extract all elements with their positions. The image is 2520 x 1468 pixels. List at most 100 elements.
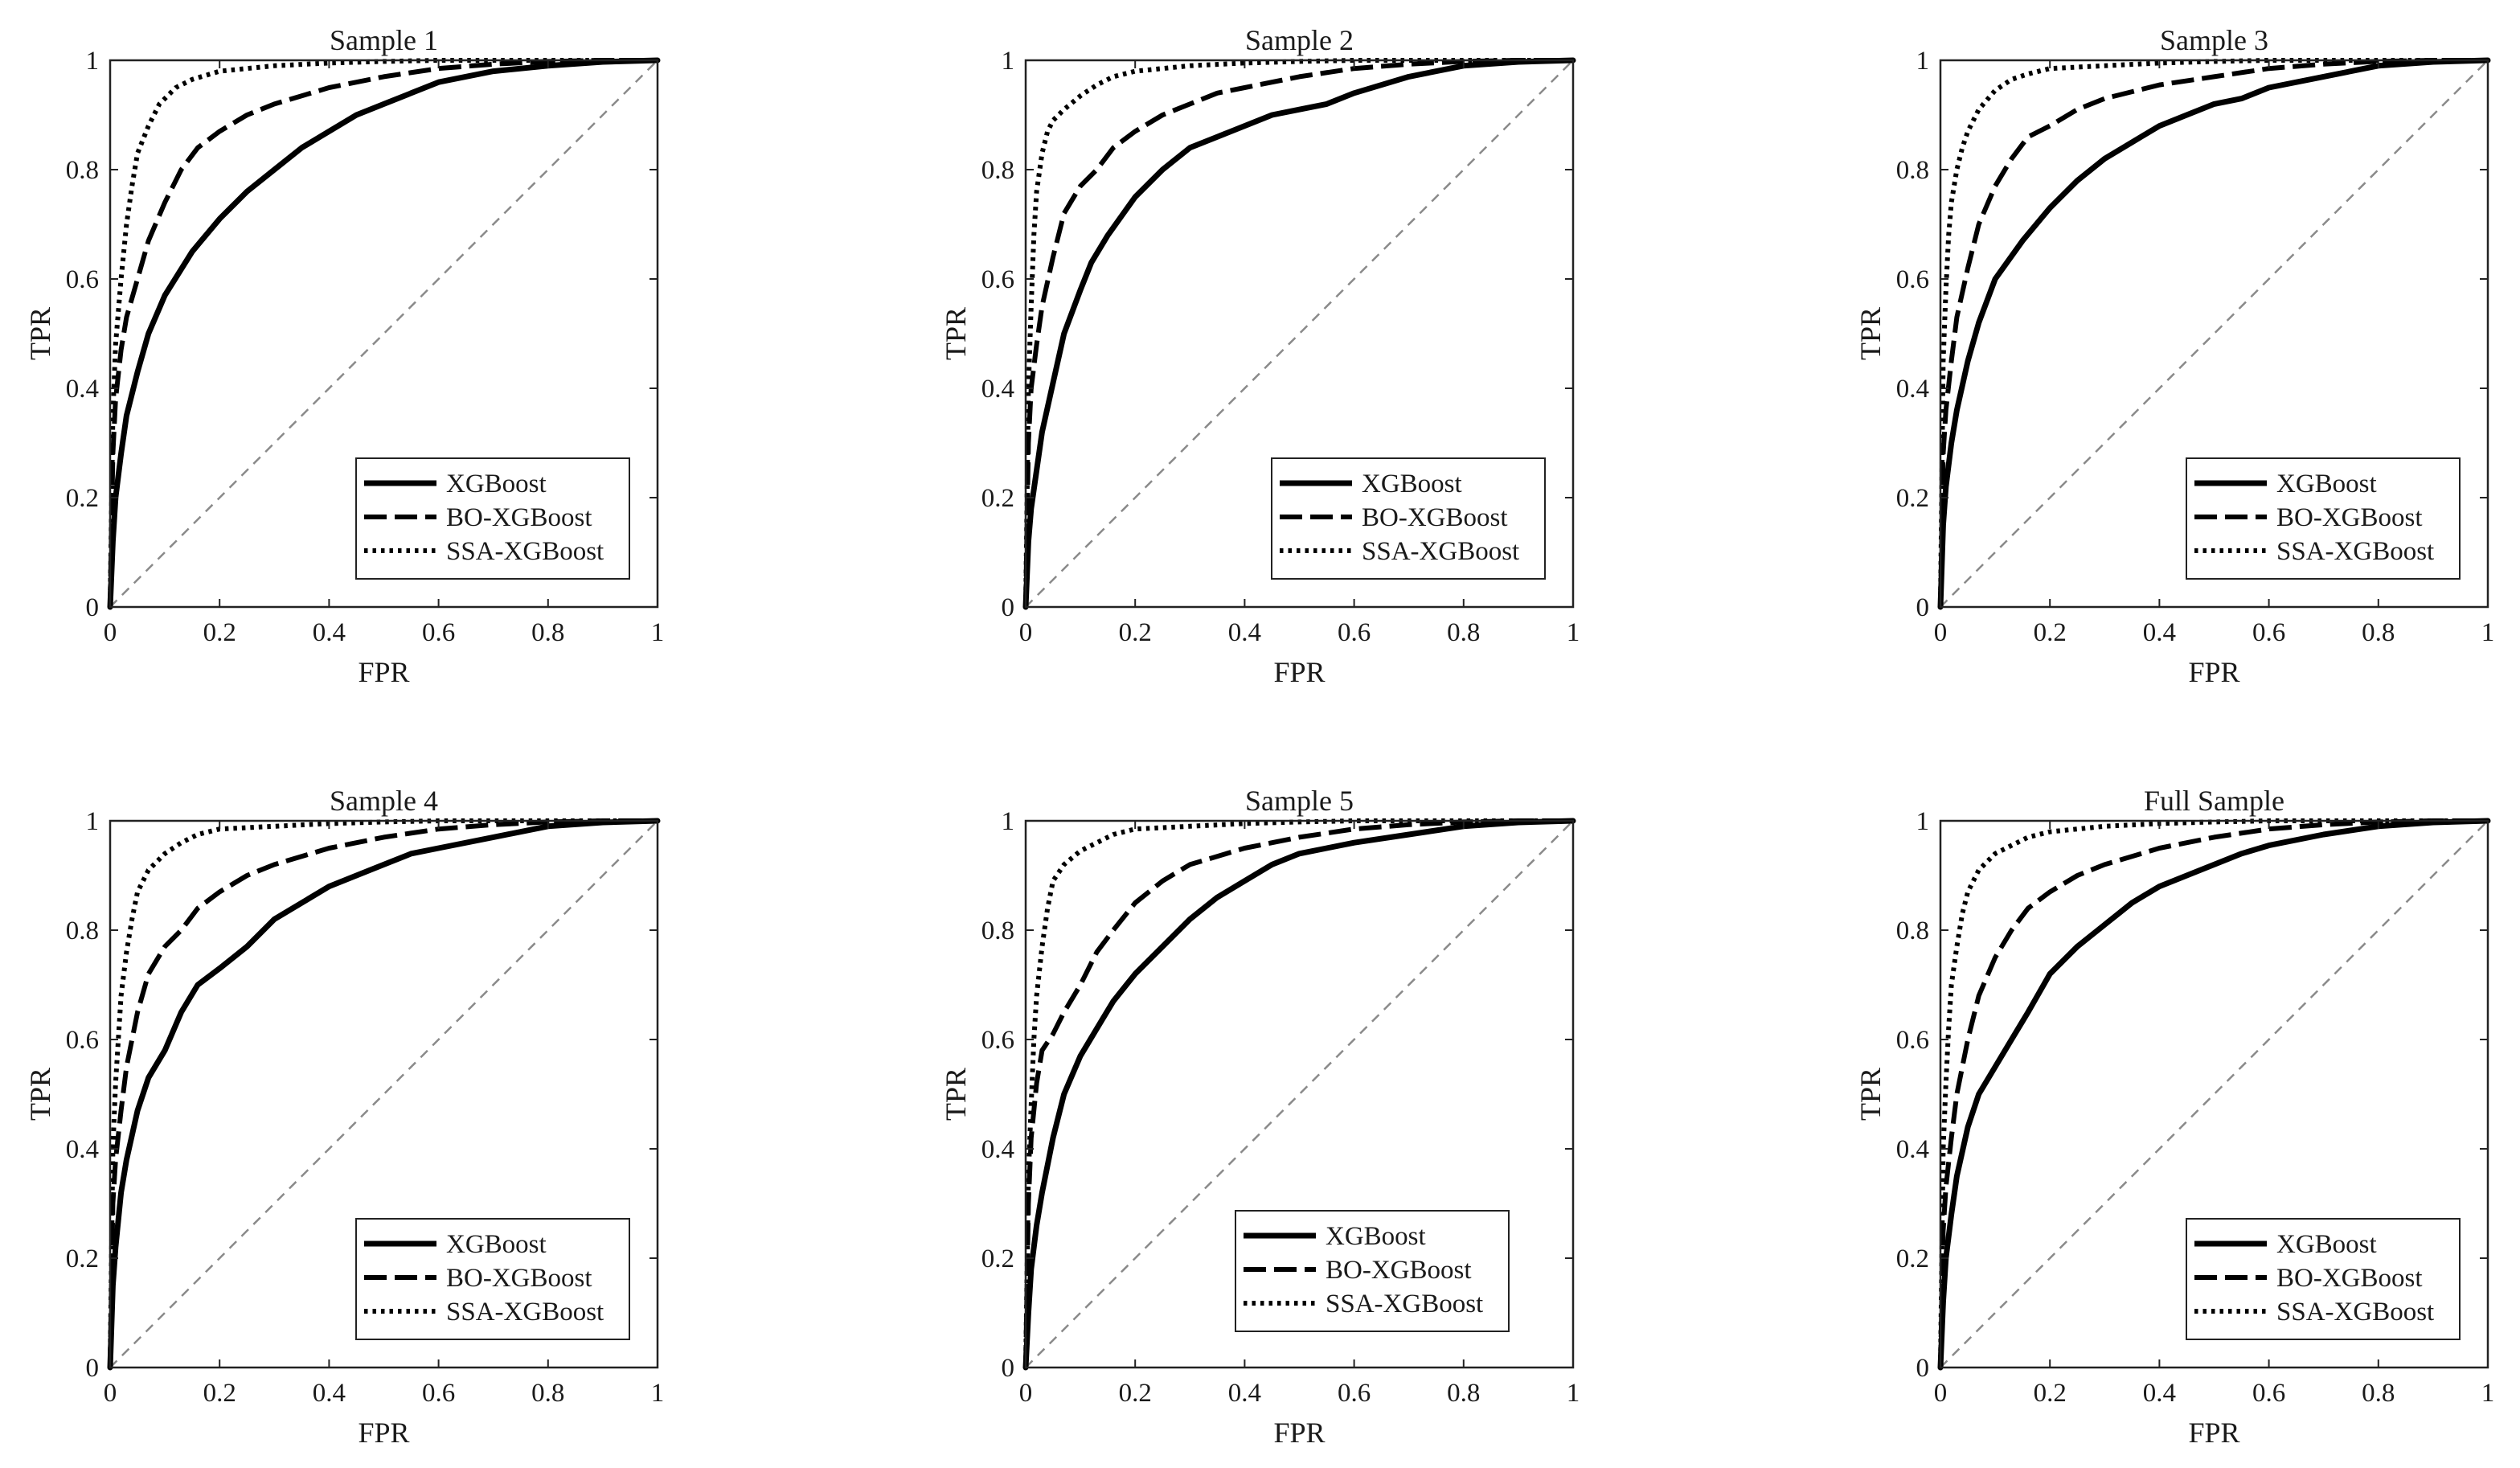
- y-axis-label: TPR: [24, 307, 56, 360]
- y-tick-label: 0.8: [66, 916, 99, 945]
- series-line-ssa-xgboost: [1938, 818, 2488, 1368]
- x-tick-label: 0.8: [1447, 1379, 1480, 1408]
- x-tick-label: 0.4: [313, 618, 346, 647]
- reference-diagonal-line: [109, 820, 658, 1368]
- x-tick-label: 1: [1567, 1379, 1580, 1408]
- axes-frame: [109, 819, 659, 1369]
- legend: XGBoost BO-XGBoost SSA-XGBoost: [2186, 457, 2461, 580]
- reference-diagonal-line: [1025, 820, 1574, 1368]
- legend-label: SSA-XGBoost: [2276, 537, 2434, 566]
- y-tick-label: 0.4: [66, 375, 99, 404]
- y-axis-label: TPR: [1854, 307, 1887, 360]
- legend-label: BO-XGBoost: [1326, 1256, 1472, 1285]
- x-tick-label: 0: [1934, 618, 1948, 647]
- legend-label: BO-XGBoost: [1362, 503, 1508, 532]
- legend-label: XGBoost: [2276, 470, 2377, 498]
- x-tick-label: 0.6: [2252, 618, 2285, 647]
- x-tick-label: 0: [1934, 1379, 1948, 1408]
- y-tick-label: 0: [1002, 1354, 1015, 1383]
- y-tick-label: 1: [1916, 47, 1930, 76]
- y-tick-label: 0.4: [981, 1135, 1014, 1164]
- reference-diagonal-line: [1940, 59, 2489, 608]
- x-tick-label: 0.6: [422, 618, 455, 647]
- chart-panel-5: 0 0.2 0.4 0.6 0.8 1 0 0.2 0.4 0.6 0.8 1 Sample 5 FPR T…: [940, 785, 1580, 1449]
- x-tick-label: 0.8: [531, 1379, 564, 1408]
- series-line-xgboost: [1022, 818, 1576, 1371]
- y-tick-label: 1: [86, 807, 100, 836]
- series-line-bo-xgboost: [1938, 58, 2488, 608]
- series-line-xgboost: [1937, 818, 2491, 1371]
- axes-frame: [1024, 819, 1575, 1369]
- series-line-bo-xgboost: [1023, 818, 1573, 1368]
- x-tick-label: 0.6: [422, 1379, 455, 1408]
- y-tick-label: 0.2: [981, 1245, 1014, 1273]
- axes-frame: [109, 59, 659, 609]
- x-axis-label: FPR: [1273, 656, 1325, 688]
- y-tick-label: 0.4: [66, 1135, 99, 1164]
- x-tick-label: 0.8: [2362, 1379, 2395, 1408]
- y-tick-label: 0.8: [66, 156, 99, 185]
- x-axis-label: FPR: [2188, 1417, 2239, 1449]
- x-tick-label: 0.8: [531, 618, 564, 647]
- x-tick-label: 0: [104, 1379, 117, 1408]
- x-tick-label: 0.4: [2143, 1379, 2176, 1408]
- x-tick-label: 0.2: [1119, 618, 1152, 647]
- x-tick-label: 1: [1567, 618, 1580, 647]
- legend-label: XGBoost: [1362, 470, 1462, 498]
- y-tick-label: 0.2: [1896, 1245, 1929, 1273]
- x-tick-label: 0.4: [2143, 618, 2176, 647]
- legend-label: XGBoost: [2276, 1230, 2377, 1259]
- y-tick-label: 1: [1916, 807, 1930, 836]
- y-tick-label: 0: [1916, 593, 1930, 622]
- y-tick-label: 0.6: [66, 265, 99, 294]
- chart-panel-1: 0 0.2 0.4 0.6 0.8 1 0 0.2 0.4 0.6 0.8 1 Sample 1 FPR T…: [24, 24, 664, 688]
- chart-title: Sample 3: [2160, 24, 2268, 56]
- legend-label: SSA-XGBoost: [446, 1298, 604, 1327]
- x-tick-label: 1: [2481, 1379, 2495, 1408]
- y-tick-label: 0.8: [1896, 156, 1929, 185]
- x-tick-label: 0: [1019, 1379, 1033, 1408]
- legend: XGBoost BO-XGBoost SSA-XGBoost: [1271, 457, 1546, 580]
- legend: XGBoost BO-XGBoost SSA-XGBoost: [355, 1218, 630, 1340]
- x-tick-label: 0.4: [1228, 1379, 1261, 1408]
- chart-title: Sample 5: [1245, 785, 1354, 817]
- y-axis-label: TPR: [24, 1068, 56, 1121]
- y-axis-label: TPR: [940, 307, 972, 360]
- x-axis-label: FPR: [358, 1417, 409, 1449]
- legend-label: BO-XGBoost: [2276, 503, 2423, 532]
- legend-label: BO-XGBoost: [446, 1264, 592, 1293]
- x-tick-label: 0: [104, 618, 117, 647]
- series-line-xgboost: [107, 57, 661, 610]
- series-line-ssa-xgboost: [108, 818, 658, 1368]
- y-tick-label: 1: [1002, 47, 1015, 76]
- legend-label: SSA-XGBoost: [1326, 1290, 1483, 1318]
- chart-title: Full Sample: [2144, 785, 2284, 817]
- legend-label: BO-XGBoost: [446, 503, 592, 532]
- x-tick-label: 1: [651, 1379, 665, 1408]
- legend-label: SSA-XGBoost: [1362, 537, 1519, 566]
- y-tick-label: 0: [1002, 593, 1015, 622]
- y-tick-label: 0.8: [1896, 916, 1929, 945]
- legend-label: XGBoost: [446, 470, 547, 498]
- series-line-ssa-xgboost: [1938, 58, 2488, 608]
- y-axis-label: TPR: [940, 1068, 972, 1121]
- y-tick-label: 0.2: [1896, 484, 1929, 513]
- series-line-ssa-xgboost: [1023, 818, 1573, 1368]
- x-axis-label: FPR: [1273, 1417, 1325, 1449]
- y-tick-label: 0: [86, 593, 100, 622]
- legend-label: BO-XGBoost: [2276, 1264, 2423, 1293]
- x-tick-label: 0.4: [1228, 618, 1261, 647]
- reference-diagonal-line: [1940, 820, 2489, 1368]
- x-tick-label: 1: [651, 618, 665, 647]
- x-tick-label: 0.2: [203, 618, 236, 647]
- y-axis-label: TPR: [1854, 1068, 1887, 1121]
- y-tick-label: 0.8: [981, 916, 1014, 945]
- x-tick-label: 0.8: [2362, 618, 2395, 647]
- y-tick-label: 0.6: [1896, 1026, 1929, 1055]
- series-line-bo-xgboost: [108, 818, 658, 1368]
- y-tick-label: 0: [86, 1354, 100, 1383]
- legend: XGBoost BO-XGBoost SSA-XGBoost: [2186, 1218, 2461, 1340]
- axes-frame: [1024, 59, 1575, 609]
- y-tick-label: 0.4: [981, 375, 1014, 404]
- x-axis-label: FPR: [358, 656, 409, 688]
